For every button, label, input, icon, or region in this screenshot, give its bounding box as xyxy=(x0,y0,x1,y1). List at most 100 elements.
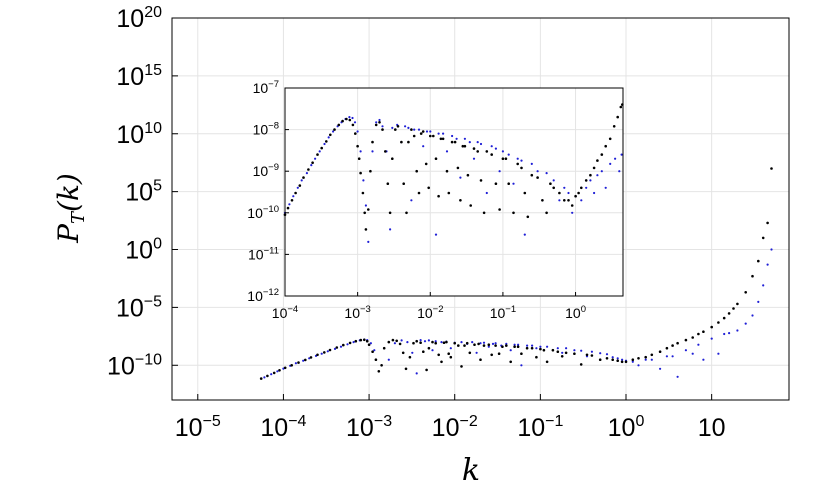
data-point-series-1 xyxy=(365,339,369,343)
data-point-series-0 xyxy=(310,164,313,167)
data-point-series-1 xyxy=(485,150,489,153)
data-point-series-0 xyxy=(546,345,549,348)
data-point-series-1 xyxy=(441,137,445,141)
data-point-series-1 xyxy=(577,191,580,195)
data-point-series-1 xyxy=(381,128,384,131)
data-point-series-1 xyxy=(564,351,568,355)
data-point-series-0 xyxy=(323,142,326,146)
data-point-series-1 xyxy=(380,364,383,367)
data-point-series-0 xyxy=(423,340,427,343)
data-point-series-1 xyxy=(431,340,434,344)
data-point-series-0 xyxy=(684,349,688,352)
data-point-series-1 xyxy=(286,206,290,210)
data-point-series-0 xyxy=(406,341,409,344)
data-point-series-0 xyxy=(318,150,321,153)
data-point-series-1 xyxy=(513,345,516,349)
data-point-series-1 xyxy=(371,350,374,354)
data-point-series-0 xyxy=(437,132,440,135)
data-point-series-0 xyxy=(620,153,623,156)
data-point-series-1 xyxy=(766,221,769,225)
data-point-series-0 xyxy=(618,170,621,173)
data-point-series-0 xyxy=(468,141,471,144)
data-point-series-1 xyxy=(585,353,589,357)
data-point-series-1 xyxy=(637,357,640,360)
data-point-series-1 xyxy=(359,338,363,342)
y-tick-label: 1020 xyxy=(116,4,162,33)
data-point-series-0 xyxy=(393,342,396,345)
data-point-series-1 xyxy=(497,352,501,356)
data-point-series-1 xyxy=(453,341,457,345)
data-point-series-1 xyxy=(407,140,410,144)
data-point-series-0 xyxy=(744,322,747,325)
data-point-series-1 xyxy=(567,199,570,202)
data-point-series-1 xyxy=(369,169,372,173)
data-point-series-1 xyxy=(466,173,470,177)
data-point-series-0 xyxy=(407,126,410,129)
data-point-series-0 xyxy=(276,370,279,373)
data-point-series-1 xyxy=(535,355,538,359)
data-point-series-1 xyxy=(676,341,679,345)
data-point-series-1 xyxy=(526,215,530,219)
data-point-series-0 xyxy=(616,357,619,360)
data-point-series-0 xyxy=(294,362,297,365)
data-point-series-0 xyxy=(356,130,359,133)
data-point-series-0 xyxy=(580,199,583,202)
data-point-series-1 xyxy=(556,350,560,354)
inset-plot-frame xyxy=(284,87,624,297)
data-point-series-0 xyxy=(512,182,515,185)
data-point-series-0 xyxy=(585,186,588,189)
data-point-series-0 xyxy=(535,347,538,350)
data-point-series-1 xyxy=(551,348,555,352)
data-point-series-1 xyxy=(732,307,735,310)
data-point-series-1 xyxy=(482,344,486,347)
data-point-series-1 xyxy=(374,123,378,127)
data-point-series-1 xyxy=(479,358,482,362)
data-point-series-1 xyxy=(447,191,451,195)
data-point-series-1 xyxy=(530,173,534,177)
data-point-series-1 xyxy=(351,123,355,127)
data-point-series-0 xyxy=(558,199,561,202)
y-tick-label: 10−11 xyxy=(248,245,279,262)
data-point-series-1 xyxy=(479,179,483,182)
data-point-series-1 xyxy=(722,316,726,320)
data-point-series-0 xyxy=(471,341,474,344)
data-point-series-1 xyxy=(589,173,592,177)
data-point-series-0 xyxy=(404,125,407,128)
data-point-series-1 xyxy=(658,350,662,354)
data-point-series-1 xyxy=(463,144,467,148)
data-point-series-1 xyxy=(429,134,432,138)
data-point-series-1 xyxy=(374,358,378,362)
data-point-series-1 xyxy=(297,361,300,364)
data-point-series-1 xyxy=(367,208,370,211)
data-point-series-1 xyxy=(536,176,539,179)
data-point-series-0 xyxy=(644,358,647,361)
data-point-series-1 xyxy=(616,359,619,363)
data-point-series-1 xyxy=(671,344,674,347)
data-point-series-1 xyxy=(424,162,428,166)
data-point-series-1 xyxy=(539,347,542,351)
data-point-series-1 xyxy=(487,343,491,347)
data-point-series-0 xyxy=(604,186,607,189)
data-point-series-1 xyxy=(415,339,419,343)
data-point-series-1 xyxy=(450,140,454,144)
data-point-series-0 xyxy=(263,376,266,379)
data-point-series-0 xyxy=(710,337,713,340)
data-point-series-1 xyxy=(501,345,504,349)
data-point-series-1 xyxy=(520,352,523,356)
inset-ticks: 10−4 10−3 10−2 10−1 100 10−12 10−11 10−10 10−9 10… xyxy=(247,79,586,321)
data-point-series-0 xyxy=(391,126,394,129)
data-point-series-1 xyxy=(302,176,305,179)
data-point-series-1 xyxy=(325,140,328,143)
data-point-series-1 xyxy=(400,140,403,144)
data-point-series-1 xyxy=(744,291,747,294)
data-point-series-0 xyxy=(327,136,330,139)
data-point-series-1 xyxy=(751,274,754,278)
inset-plot-area xyxy=(285,88,623,296)
main-plot-frame xyxy=(171,17,790,401)
data-point-series-1 xyxy=(294,191,297,195)
data-point-series-0 xyxy=(305,172,308,175)
data-point-series-1 xyxy=(605,357,609,360)
data-point-series-0 xyxy=(770,248,773,251)
data-point-series-0 xyxy=(333,347,337,350)
data-point-series-1 xyxy=(541,199,544,202)
